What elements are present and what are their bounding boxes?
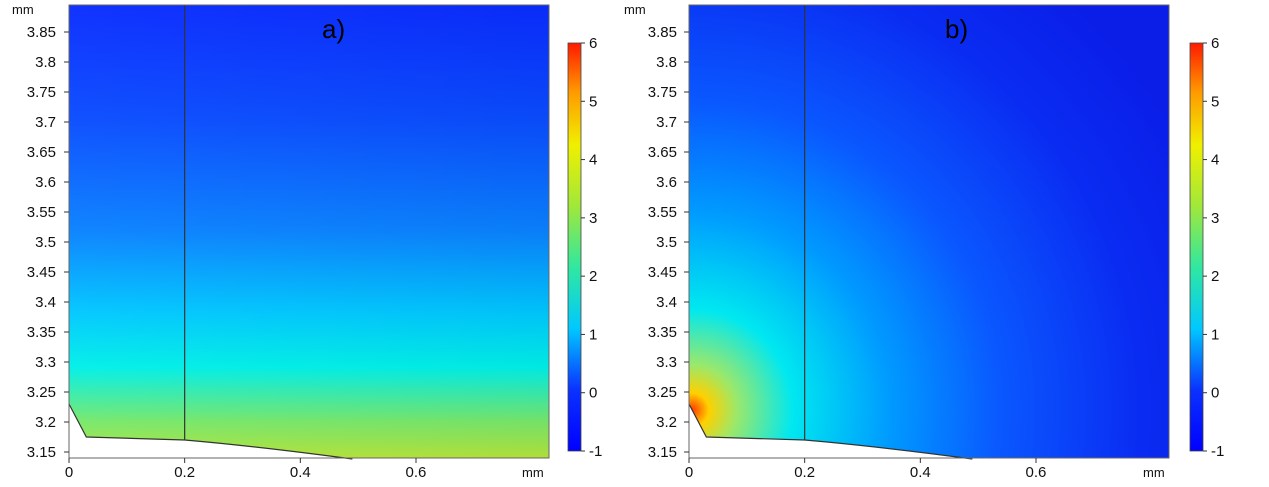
colorbar-tick-label: 6 [589, 35, 597, 52]
colorbar-tick-label: 0 [589, 385, 597, 402]
colorbar-tick-label: -1 [1211, 443, 1224, 460]
y-tick-label: 3.35 [27, 324, 56, 341]
field-shading [69, 5, 549, 458]
y-tick-label: 3.75 [27, 84, 56, 101]
colorbar [567, 42, 582, 452]
x-tick-label: 0.4 [290, 464, 311, 481]
y-tick-label: 3.7 [35, 114, 56, 131]
y-tick-label: 3.8 [35, 54, 56, 71]
y-unit-label: mm [624, 2, 646, 17]
y-tick-label: 3.2 [656, 414, 677, 431]
y-tick-label: 3.3 [656, 354, 677, 371]
y-unit-label: mm [12, 2, 34, 17]
y-tick-label: 3.4 [656, 294, 677, 311]
x-unit-label: mm [1143, 465, 1165, 480]
y-tick-label: 3.25 [648, 384, 677, 401]
boundary-curve [68, 403, 353, 460]
colorbar [1189, 42, 1204, 452]
field-fill [689, 5, 1169, 458]
domain-cutout [69, 404, 353, 459]
y-tick-label: 3.65 [648, 144, 677, 161]
domain-cutout [689, 404, 973, 459]
colorbar-tick-label: 0 [1211, 385, 1219, 402]
y-tick-label: 3.85 [648, 24, 677, 41]
y-tick-label: 3.15 [648, 444, 677, 461]
y-tick-label: 3.55 [648, 204, 677, 221]
y-tick-label: 3.2 [35, 414, 56, 431]
x-tick-label: 0.4 [910, 464, 931, 481]
y-tick-label: 3.4 [35, 294, 56, 311]
colorbar-tick-label: 1 [1211, 326, 1219, 343]
y-tick-label: 3.75 [648, 84, 677, 101]
colorbar-tick-label: 3 [589, 210, 597, 227]
colorbar-tick-label: 6 [1211, 35, 1219, 52]
panel-b: 3.15 3.2 3.25 3.3 3.35 3.4 3.45 3.5 3.55 3.6 3.65 3… [624, 2, 1224, 481]
panel-a: 3.15 3.2 3.25 3.3 3.35 3.4 3.45 3.5 3.55 3.6 3.65 3… [12, 2, 602, 481]
x-tick-label: 0.2 [174, 464, 195, 481]
plot-frame [68, 4, 550, 459]
y-tick-label: 3.55 [27, 204, 56, 221]
colorbar-tick-label: 3 [1211, 210, 1219, 227]
y-tick-label: 3.85 [27, 24, 56, 41]
colorbar-tick-label: 1 [589, 326, 597, 343]
y-tick-label: 3.3 [35, 354, 56, 371]
plot-frame [688, 4, 1170, 459]
colorbar-tick-label: 2 [589, 268, 597, 285]
x-tick-label: 0 [685, 464, 693, 481]
y-tick-label: 3.5 [35, 234, 56, 251]
x-tick-label: 0.6 [1026, 464, 1047, 481]
panel-label: b) [945, 14, 968, 44]
colorbar-tick-label: 5 [1211, 93, 1219, 110]
x-unit-label: mm [522, 465, 544, 480]
y-tick-label: 3.25 [27, 384, 56, 401]
colorbar-tick-label: -1 [589, 443, 602, 460]
y-tick-label: 3.45 [27, 264, 56, 281]
y-tick-label: 3.7 [656, 114, 677, 131]
panel-label: a) [322, 14, 345, 44]
colorbar-tick-label: 4 [1211, 152, 1219, 169]
colorbar-tick-label: 5 [589, 93, 597, 110]
y-tick-label: 3.5 [656, 234, 677, 251]
boundary-curve [688, 403, 973, 460]
y-tick-label: 3.45 [648, 264, 677, 281]
colorbar-tick-label: 2 [1211, 268, 1219, 285]
x-tick-label: 0 [65, 464, 73, 481]
y-tick-label: 3.8 [656, 54, 677, 71]
y-tick-label: 3.35 [648, 324, 677, 341]
y-tick-label: 3.6 [35, 174, 56, 191]
y-tick-label: 3.15 [27, 444, 56, 461]
colorbar-tick-label: 4 [589, 152, 597, 169]
x-tick-label: 0.6 [406, 464, 427, 481]
y-tick-label: 3.65 [27, 144, 56, 161]
x-tick-label: 0.2 [794, 464, 815, 481]
y-tick-label: 3.6 [656, 174, 677, 191]
